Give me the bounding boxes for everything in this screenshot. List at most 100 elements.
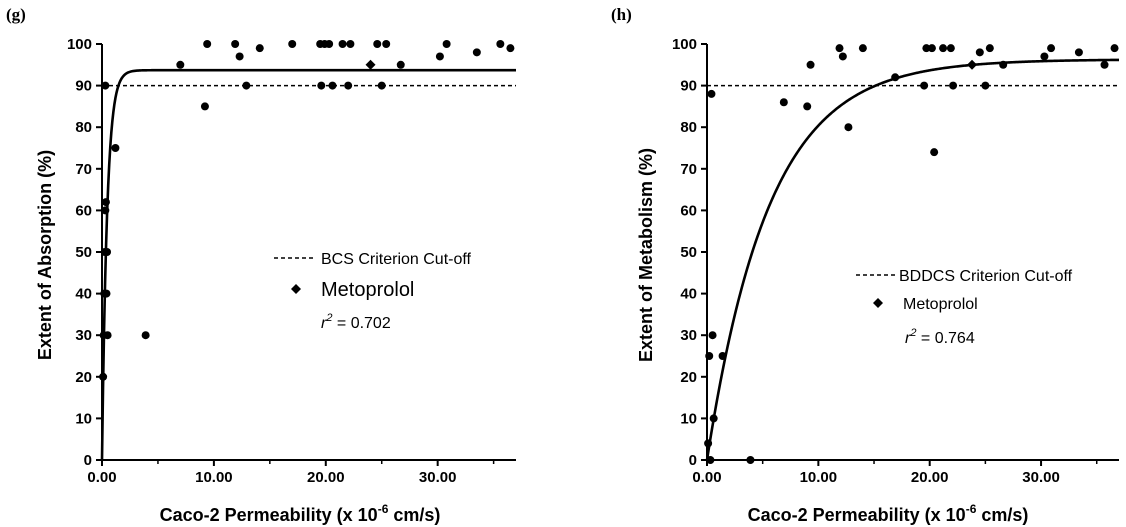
data-point [377, 81, 386, 90]
panel-label: (h) [611, 5, 632, 24]
data-point [779, 98, 788, 107]
r-squared-label: r2 = 0.764 [905, 327, 975, 347]
x-tick-label: 30.00 [1022, 469, 1060, 486]
data-point [803, 102, 812, 111]
data-point [103, 331, 112, 340]
y-tick-label: 60 [75, 202, 92, 219]
legend-cutoff-label: BCS Criterion Cut-off [321, 251, 472, 268]
x-tick-label: 10.00 [800, 469, 838, 486]
data-point [708, 331, 717, 340]
y-tick-label: 40 [680, 286, 697, 303]
panel-g: (g) 0 10 20 30 40 50 60 70 80 90 100 0.00 10.00 20.00… [6, 5, 516, 525]
y-tick-label: 100 [672, 36, 697, 53]
y-tick-label: 20 [75, 369, 92, 386]
panel-label: (g) [6, 5, 26, 24]
axes [101, 44, 516, 461]
data-point [242, 81, 251, 90]
data-point [939, 44, 948, 53]
data-point [920, 81, 929, 90]
y-tick-label: 90 [680, 78, 697, 95]
data-point [718, 352, 727, 360]
data-point [203, 40, 212, 48]
data-point [338, 40, 347, 48]
y-tick-label: 70 [75, 161, 92, 178]
y-tick-label: 50 [75, 244, 92, 261]
y-tick-label: 0 [84, 452, 92, 469]
x-axis-title: Caco-2 Permeability (x 10-6 cm/s) [160, 502, 441, 525]
data-point [704, 439, 713, 448]
y-tick-label: 10 [680, 410, 697, 427]
y-axis-title: Extent of Metabolism (%) [636, 148, 656, 362]
data-point [101, 198, 110, 207]
data-point [506, 44, 515, 53]
data-point [1047, 44, 1056, 53]
y-tick-label: 40 [75, 286, 92, 303]
data-point [99, 372, 108, 381]
x-tick-label: 20.00 [911, 469, 949, 486]
fit-curve [100, 68, 516, 461]
legend: BDDCS Criterion Cut-off Metoprolol r2 = … [856, 268, 1073, 347]
legend-marker-label: Metoprolol [321, 279, 414, 301]
data-point [382, 40, 391, 48]
y-tick-label: 60 [680, 202, 697, 219]
legend-diamond-marker [291, 284, 301, 294]
y-tick-label: 30 [75, 327, 92, 344]
data-point [858, 44, 867, 53]
data-point [946, 44, 955, 53]
y-tick-label: 100 [67, 36, 92, 53]
axes [706, 44, 1119, 461]
data-point [835, 44, 844, 53]
data-point [176, 60, 185, 69]
data-point [255, 44, 264, 53]
legend-marker-label: Metoprolol [903, 296, 978, 313]
y-tick-label: 10 [75, 410, 92, 427]
data-point [927, 44, 936, 53]
data-point [317, 81, 326, 90]
data-point [235, 52, 244, 61]
y-tick-label: 50 [680, 244, 697, 261]
data-point [1040, 52, 1049, 61]
data-point [231, 40, 240, 48]
data-point [200, 102, 209, 111]
y-tick-label: 30 [680, 327, 697, 344]
data-point [838, 52, 847, 61]
x-tick-label: 30.00 [419, 469, 457, 486]
fit-curve [705, 58, 1119, 461]
data-point [101, 206, 110, 215]
data-point [102, 289, 111, 298]
data-point [806, 60, 815, 69]
data-point [999, 60, 1008, 69]
x-tick-label: 0.00 [87, 469, 116, 486]
legend-diamond-marker [873, 298, 883, 308]
metoprolol-point [967, 59, 978, 70]
legend-cutoff-label: BDDCS Criterion Cut-off [899, 268, 1073, 285]
data-point [844, 123, 853, 132]
data-point [472, 48, 481, 57]
data-point [922, 44, 931, 53]
data-point [346, 40, 355, 48]
r-squared-label: r2 = 0.702 [321, 312, 391, 332]
data-points [99, 40, 515, 381]
data-point [141, 331, 150, 340]
tick-group: 0 10 20 30 40 50 60 70 80 90 100 0.00 10.00 20.00 30.0… [67, 36, 495, 486]
data-point [373, 40, 382, 48]
data-point [325, 40, 334, 48]
x-tick-label: 0.00 [692, 469, 721, 486]
y-tick-label: 90 [75, 78, 92, 95]
data-point [949, 81, 958, 90]
data-point [985, 44, 994, 53]
data-point [1074, 48, 1083, 57]
panel-h: (h) 0 10 20 30 40 50 60 70 80 90 100 0.00 10.00 20.00… [611, 5, 1119, 525]
data-point [1100, 60, 1109, 69]
y-tick-label: 80 [75, 119, 92, 136]
y-tick-label: 70 [680, 161, 697, 178]
y-tick-label: 80 [680, 119, 697, 136]
tick-group: 0 10 20 30 40 50 60 70 80 90 100 0.00 10.00 20.00 30.0… [672, 36, 1098, 486]
data-point [103, 248, 112, 256]
data-point [328, 81, 337, 90]
data-point [496, 40, 505, 48]
metoprolol-point [365, 59, 376, 70]
data-point [975, 48, 984, 57]
data-point [111, 144, 120, 152]
